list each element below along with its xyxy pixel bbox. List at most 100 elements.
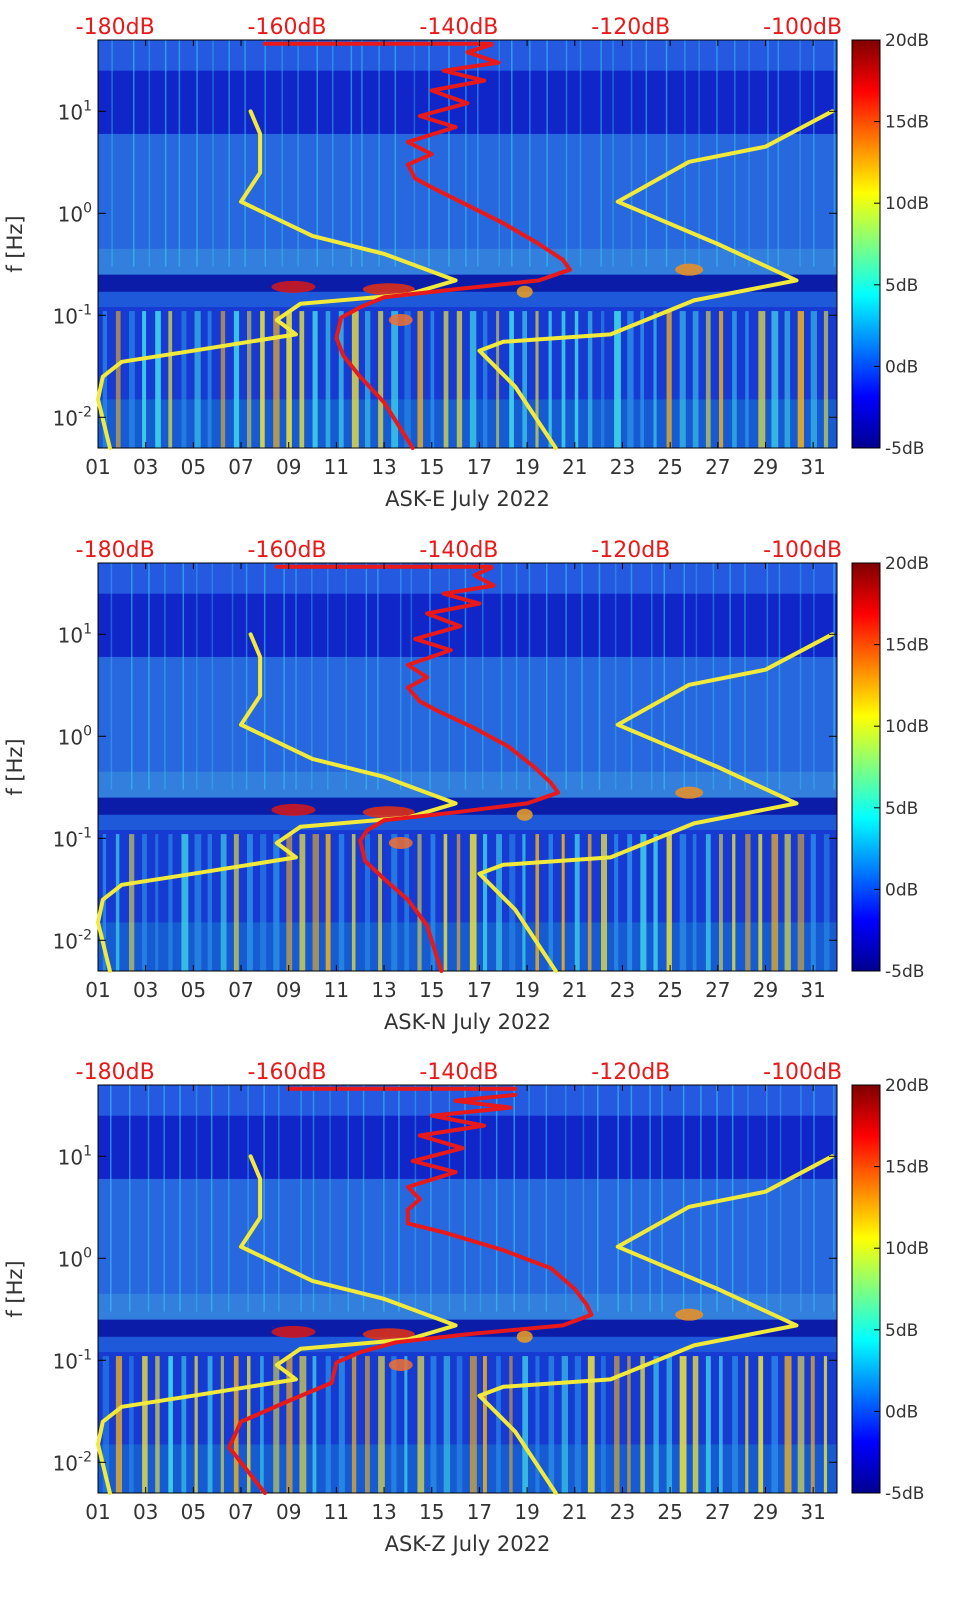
colorbar-tick-label: 0dB [885,880,918,900]
top-axis-label: -180dB [76,15,155,40]
colorbar-tick-label: 15dB [885,1158,929,1178]
top-axis-label: -140dB [419,15,498,40]
top-axis-label: -100dB [763,538,842,563]
x-tick-label: 19 [514,1500,539,1524]
series-station-psd [227,1092,594,1495]
y-tick-label: 10-1 [53,1347,92,1373]
colorbar [851,562,881,972]
top-axis-label: -140dB [419,1060,498,1085]
series-station-psd [334,42,572,450]
x-tick-label: 17 [467,455,492,479]
colorbar-tick-label: 10dB [885,717,929,737]
top-axis-label: -140dB [419,538,498,563]
y-axis-label: f [Hz] [3,738,27,795]
y-tick-label: 101 [58,1143,92,1169]
y-tick-label: 100 [58,1245,92,1271]
panel-ask-z: 01 03 05 07 09 11 13 15 17 19 21 23 25 27 29 31 10-2 10-1… [3,1060,929,1556]
top-axis-label: -160dB [248,538,327,563]
x-tick-label: 27 [705,1500,730,1524]
x-tick-label: 25 [657,455,682,479]
colorbar-tick-label: 10dB [885,1239,929,1259]
y-tick-label: 101 [58,621,92,647]
x-tick-label: 31 [800,455,825,479]
x-tick-label: 23 [610,978,635,1002]
x-tick-label: 09 [276,455,301,479]
x-axis-label: ASK-N July 2022 [384,1010,551,1034]
y-tick-label: 10-2 [53,404,92,430]
x-tick-label: 15 [419,1500,444,1524]
spectrogram-image [98,1085,837,1493]
top-axis-label: -180dB [76,538,155,563]
x-tick-label: 03 [133,978,158,1002]
x-axis-label: ASK-Z July 2022 [385,1532,551,1556]
colorbar-tick-label: 10dB [885,194,929,214]
panel-ask-e: 01 03 05 07 09 11 13 15 17 19 21 23 25 27 29 31 10-2 10-1… [3,15,929,511]
x-tick-label: 01 [85,455,110,479]
colorbar-tick-label: 20dB [885,554,929,574]
x-tick-label: 25 [657,1500,682,1524]
x-tick-label: 19 [514,978,539,1002]
x-tick-label: 27 [705,978,730,1002]
x-tick-label: 01 [85,1500,110,1524]
colorbar-tick-label: -5dB [885,962,924,982]
colorbar-tick-label: 5dB [885,276,918,296]
top-axis-label: -100dB [763,1060,842,1085]
x-tick-label: 17 [467,1500,492,1524]
x-tick-label: 19 [514,455,539,479]
top-axis-label: -120dB [591,538,670,563]
x-tick-label: 23 [610,1500,635,1524]
x-tick-label: 29 [753,978,778,1002]
series-noise-model-right [477,632,835,973]
top-axis-label: -100dB [763,15,842,40]
x-tick-label: 21 [562,455,587,479]
x-tick-label: 11 [324,978,349,1002]
x-tick-label: 07 [228,455,253,479]
colorbar-tick-label: 5dB [885,1321,918,1341]
y-axis-label: f [Hz] [3,1260,27,1317]
x-tick-label: 09 [276,1500,301,1524]
x-tick-label: 23 [610,455,635,479]
x-tick-label: 05 [181,455,206,479]
x-tick-label: 17 [467,978,492,1002]
top-axis-label: -120dB [591,1060,670,1085]
top-axis-label: -160dB [248,1060,327,1085]
x-tick-label: 09 [276,978,301,1002]
top-axis-label: -120dB [591,15,670,40]
colorbar-tick-label: 0dB [885,357,918,377]
series-noise-model-right [477,1154,835,1495]
x-tick-label: 31 [800,978,825,1002]
x-tick-label: 05 [181,978,206,1002]
panel-ask-n: 01 03 05 07 09 11 13 15 17 19 21 23 25 27 29 31 10-2 10-1… [3,538,929,1034]
x-tick-label: 13 [371,455,396,479]
x-tick-label: 11 [324,455,349,479]
x-tick-label: 01 [85,978,110,1002]
y-tick-label: 10-1 [53,825,92,851]
y-tick-label: 10-1 [53,302,92,328]
colorbar [851,39,881,449]
x-tick-label: 11 [324,1500,349,1524]
series-noise-model-low [96,920,112,973]
x-tick-label: 07 [228,978,253,1002]
y-tick-label: 100 [58,723,92,749]
colorbar-tick-label: 5dB [885,799,918,819]
colorbar-tick-label: 20dB [885,31,929,51]
x-tick-label: 05 [181,1500,206,1524]
y-axis-label: f [Hz] [3,215,27,272]
x-tick-label: 13 [371,1500,396,1524]
colorbar-tick-label: 15dB [885,636,929,656]
x-tick-label: 25 [657,978,682,1002]
y-tick-label: 10-2 [53,1449,92,1475]
x-tick-label: 21 [562,1500,587,1524]
x-tick-label: 03 [133,1500,158,1524]
x-tick-label: 31 [800,1500,825,1524]
y-tick-label: 101 [58,98,92,124]
x-axis-label: ASK-E July 2022 [385,487,550,511]
x-tick-label: 29 [753,455,778,479]
series-noise-model-low [96,397,112,450]
x-tick-label: 15 [419,455,444,479]
colorbar-tick-label: -5dB [885,439,924,459]
x-tick-label: 21 [562,978,587,1002]
spectrogram-image [98,40,837,448]
top-axis-label: -160dB [248,15,327,40]
